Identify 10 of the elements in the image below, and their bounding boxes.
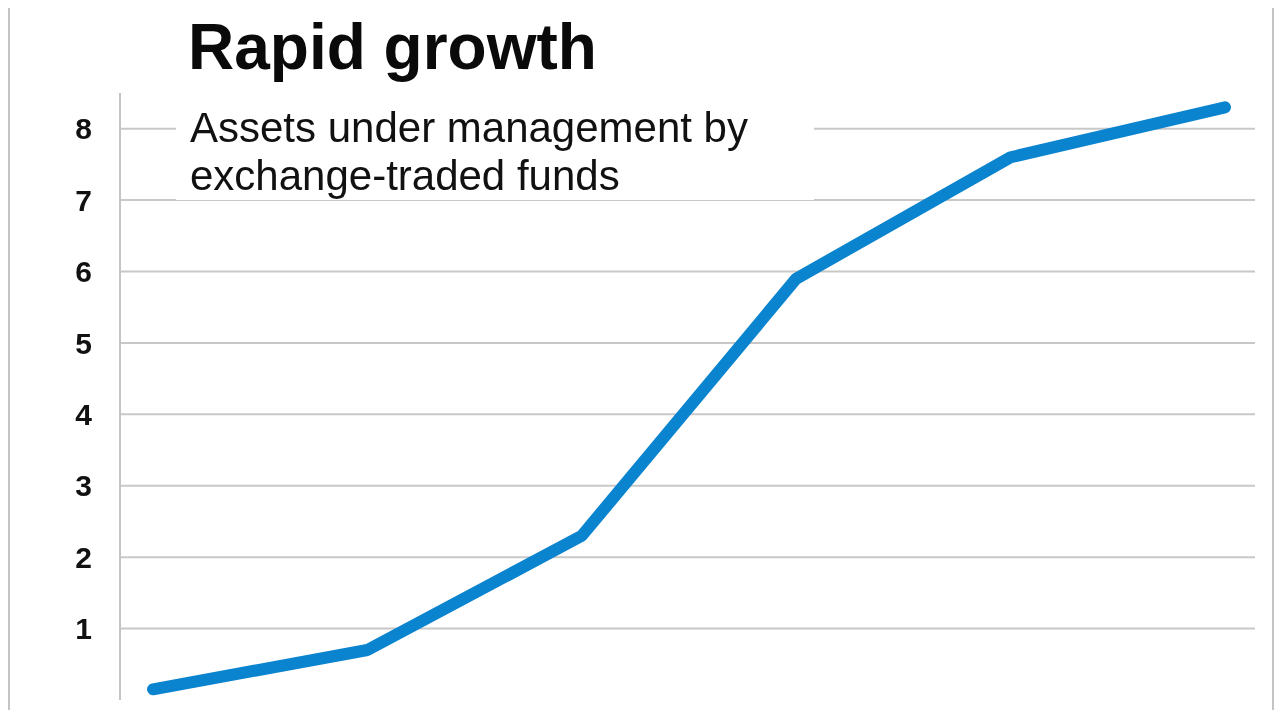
y-tick-label: 4 [75, 398, 93, 431]
y-tick-label: 2 [75, 540, 92, 574]
text: Assets under management by exchange-traded funds [176, 104, 814, 200]
y-tick-label: 7 [75, 183, 92, 217]
chart-title: Rapid growth [188, 10, 597, 84]
y-tick-label: 5 [75, 326, 92, 360]
y-tick-label: 6 [75, 255, 92, 289]
y-tick-label: 3 [75, 469, 92, 503]
y-tick-label: 1 [75, 612, 92, 646]
y-tick-label: 8 [75, 112, 92, 146]
